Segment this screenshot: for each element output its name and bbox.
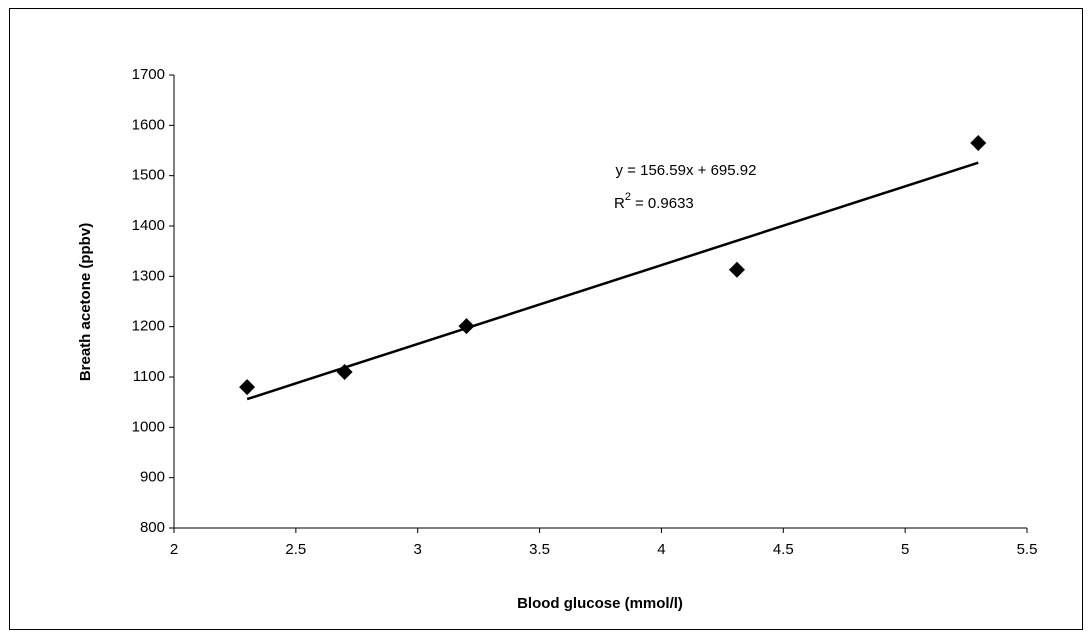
x-tick-label: 3 [414, 541, 422, 558]
x-tick-label: 3.5 [529, 541, 550, 558]
data-point [336, 363, 353, 380]
chart-frame [9, 8, 1083, 630]
x-tick-label: 5 [901, 541, 909, 558]
y-tick-label: 800 [140, 519, 165, 536]
y-tick-label: 1400 [132, 217, 165, 234]
x-tick-label: 4 [657, 541, 665, 558]
y-tick-label: 1100 [133, 368, 165, 385]
data-point [458, 318, 475, 335]
r-value: = 0.9633 [635, 195, 694, 212]
x-tick-label: 2.5 [285, 541, 306, 558]
y-tick-label: 900 [140, 469, 165, 486]
y-tick-label: 1500 [132, 167, 165, 184]
r-squared: R2 = 0.9633 [614, 191, 694, 212]
y-tick-label: 1200 [132, 318, 165, 335]
data-point [970, 134, 987, 151]
x-axis-title: Blood glucose (mmol/l) [517, 595, 683, 612]
y-tick-label: 1600 [132, 116, 165, 133]
r-exponent: 2 [625, 191, 631, 203]
data-point [728, 261, 745, 278]
y-tick-label: 1700 [132, 66, 165, 83]
r-symbol: R [614, 195, 625, 212]
y-tick-label: 1000 [132, 418, 165, 435]
x-tick-label: 4.5 [773, 541, 794, 558]
data-point [239, 379, 256, 396]
y-tick-label: 1300 [132, 267, 165, 284]
x-tick-label: 2 [170, 541, 178, 558]
x-tick-label: 5.5 [1017, 541, 1038, 558]
trendline-equation: y = 156.59x + 695.92 [616, 162, 757, 179]
trendline [246, 161, 979, 401]
y-axis-title: Breath acetone (ppbv) [77, 223, 94, 381]
